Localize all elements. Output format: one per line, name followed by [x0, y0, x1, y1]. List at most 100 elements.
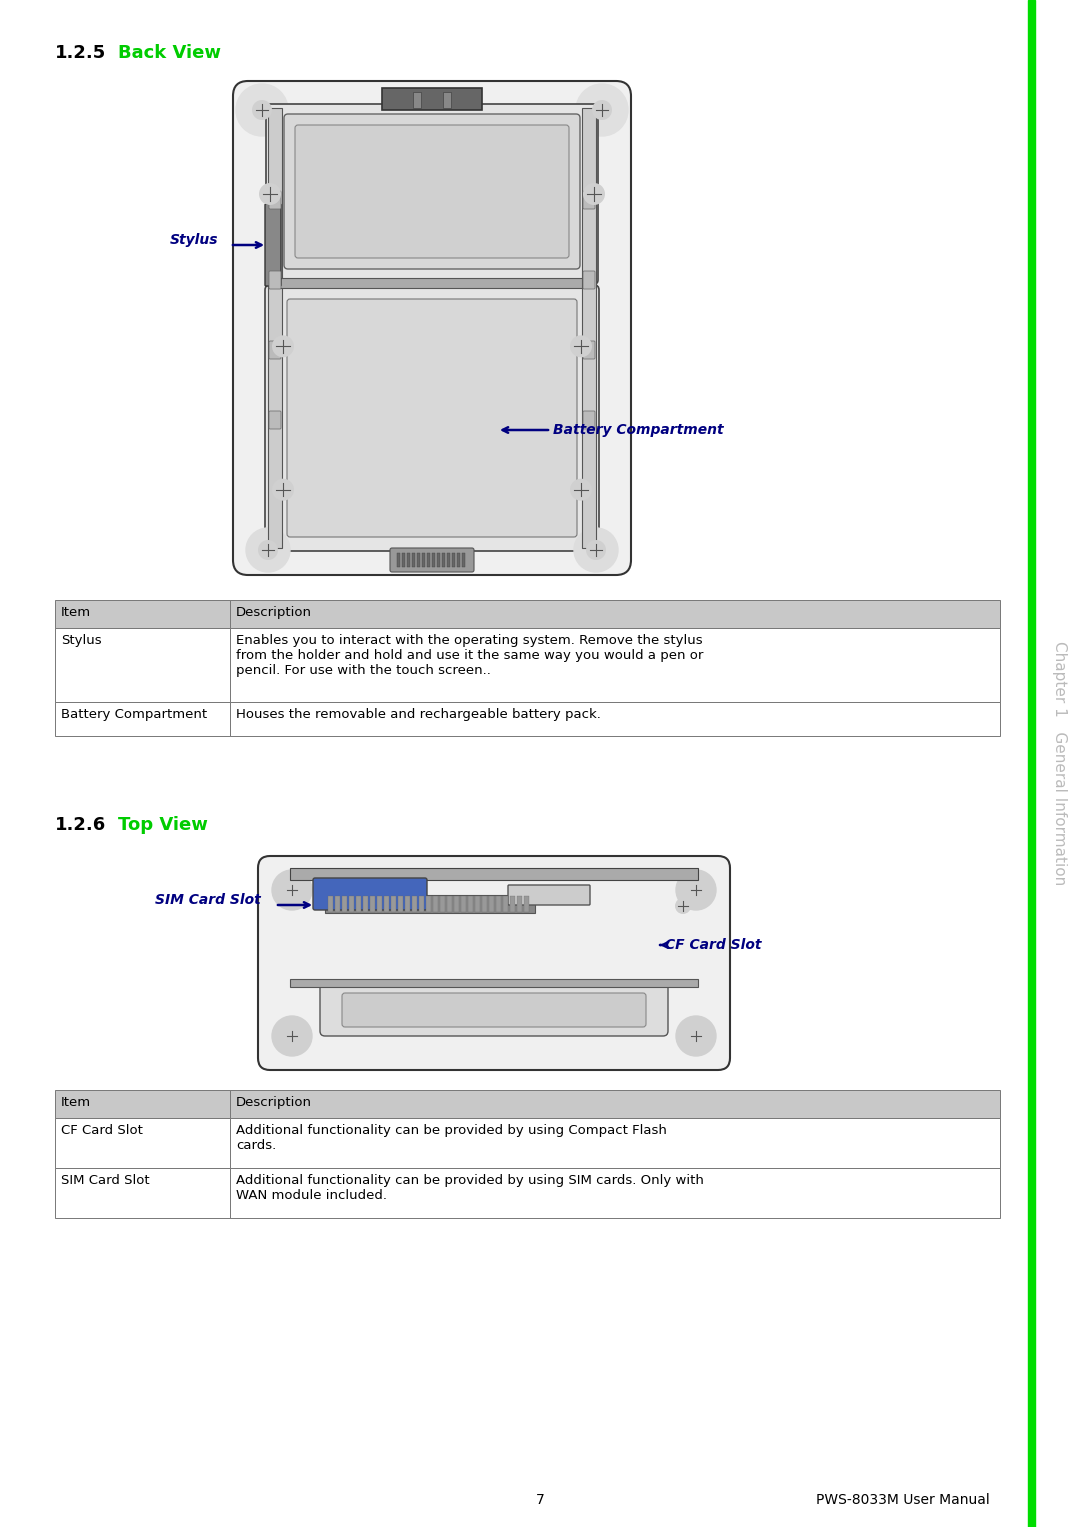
Circle shape	[675, 898, 691, 915]
FancyBboxPatch shape	[583, 270, 595, 289]
Bar	[230, 1118, 1000, 1168]
Bar	[421, 553, 424, 567]
Text: Description: Description	[237, 606, 312, 618]
Text: Enables you to interact with the operating system. Remove the stylus
from the ho: Enables you to interact with the operati…	[237, 634, 703, 676]
Text: SIM Card Slot: SIM Card Slot	[60, 1174, 150, 1186]
Bar	[510, 896, 515, 912]
FancyBboxPatch shape	[508, 886, 590, 906]
Bar	[325, 895, 535, 913]
Bar	[230, 702, 1000, 736]
FancyBboxPatch shape	[583, 411, 595, 429]
Bar	[370, 896, 375, 912]
FancyBboxPatch shape	[313, 878, 427, 910]
Bar	[427, 553, 430, 567]
Bar	[402, 553, 405, 567]
Bar	[55, 702, 230, 736]
Circle shape	[272, 1015, 312, 1057]
Text: 1.2.5: 1.2.5	[55, 44, 106, 63]
Bar	[405, 896, 410, 912]
FancyBboxPatch shape	[583, 341, 595, 359]
Circle shape	[583, 183, 605, 205]
Text: SIM Card Slot: SIM Card Slot	[156, 893, 260, 907]
Bar	[582, 108, 596, 548]
Text: Chapter 1   General Information: Chapter 1 General Information	[1053, 641, 1067, 886]
Bar	[443, 92, 451, 108]
Text: Back View: Back View	[118, 44, 221, 63]
Bar	[447, 896, 453, 912]
FancyBboxPatch shape	[233, 81, 631, 576]
Bar	[440, 896, 445, 912]
Text: Item: Item	[60, 606, 91, 618]
Text: 7: 7	[536, 1493, 544, 1507]
Circle shape	[259, 183, 281, 205]
FancyBboxPatch shape	[265, 286, 599, 551]
Bar	[413, 92, 421, 108]
Bar	[356, 896, 361, 912]
Bar	[457, 553, 459, 567]
Circle shape	[688, 883, 704, 898]
Bar	[363, 896, 368, 912]
Circle shape	[284, 883, 300, 898]
Bar	[461, 553, 464, 567]
FancyBboxPatch shape	[295, 125, 569, 258]
Bar	[454, 896, 459, 912]
FancyBboxPatch shape	[320, 983, 669, 1035]
Bar	[461, 896, 465, 912]
Bar	[384, 896, 389, 912]
Circle shape	[570, 478, 592, 501]
Bar	[230, 600, 1000, 628]
Bar	[391, 896, 396, 912]
Bar	[468, 896, 473, 912]
Bar	[268, 278, 596, 289]
Bar	[377, 896, 382, 912]
Circle shape	[676, 870, 716, 910]
FancyBboxPatch shape	[269, 191, 281, 209]
Bar	[291, 867, 698, 880]
Bar	[55, 1118, 230, 1168]
Bar	[55, 600, 230, 628]
FancyBboxPatch shape	[269, 411, 281, 429]
FancyBboxPatch shape	[269, 270, 281, 289]
Bar	[411, 896, 417, 912]
Bar	[342, 896, 347, 912]
Bar	[475, 896, 480, 912]
Bar	[503, 896, 508, 912]
Bar	[396, 553, 400, 567]
FancyBboxPatch shape	[258, 857, 730, 1070]
FancyBboxPatch shape	[583, 191, 595, 209]
Bar	[411, 553, 415, 567]
Circle shape	[676, 1015, 716, 1057]
Bar	[55, 1090, 230, 1118]
FancyBboxPatch shape	[265, 205, 281, 286]
Bar	[489, 896, 494, 912]
FancyBboxPatch shape	[287, 299, 577, 538]
Bar	[426, 896, 431, 912]
Circle shape	[592, 99, 612, 121]
Bar	[482, 896, 487, 912]
FancyBboxPatch shape	[269, 341, 281, 359]
FancyBboxPatch shape	[266, 104, 598, 284]
Circle shape	[272, 478, 294, 501]
Text: Top View: Top View	[118, 815, 207, 834]
Circle shape	[246, 528, 291, 573]
Bar	[230, 1168, 1000, 1219]
Circle shape	[570, 336, 592, 357]
Bar	[524, 896, 529, 912]
Bar	[55, 628, 230, 702]
Bar	[406, 553, 409, 567]
Circle shape	[284, 1028, 300, 1044]
Bar	[1028, 0, 1035, 1527]
Bar	[268, 108, 282, 548]
Text: Additional functionality can be provided by using SIM cards. Only with
WAN modul: Additional functionality can be provided…	[237, 1174, 704, 1202]
Text: Additional functionality can be provided by using Compact Flash
cards.: Additional functionality can be provided…	[237, 1124, 666, 1151]
Bar	[417, 553, 419, 567]
Text: Item: Item	[60, 1096, 91, 1109]
Text: Stylus: Stylus	[170, 234, 218, 247]
Bar	[230, 1090, 1000, 1118]
Bar	[432, 553, 434, 567]
Circle shape	[237, 84, 288, 136]
Bar	[442, 553, 445, 567]
Bar	[433, 896, 438, 912]
Text: PWS-8033M User Manual: PWS-8033M User Manual	[816, 1493, 990, 1507]
Circle shape	[688, 1028, 704, 1044]
